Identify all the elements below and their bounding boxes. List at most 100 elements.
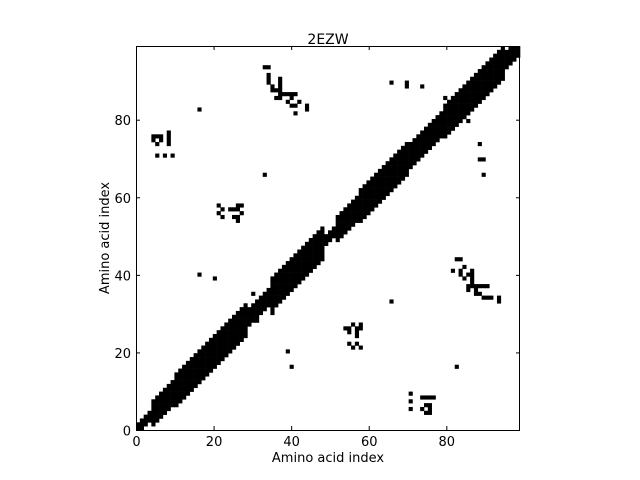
contact-cell	[489, 84, 494, 89]
contact-cell	[155, 153, 160, 158]
x-tick-label: 0	[132, 435, 140, 450]
contact-cell	[208, 353, 214, 358]
contact-cell	[496, 53, 502, 58]
contact-cell	[182, 368, 187, 373]
contact-cell	[178, 380, 183, 385]
contact-cell	[201, 349, 206, 354]
contact-cell	[416, 145, 421, 150]
contact-cell	[270, 307, 275, 312]
contact-cell	[400, 157, 406, 162]
contact-cell	[278, 287, 283, 293]
contact-cell	[224, 330, 229, 335]
contact-cell	[351, 218, 356, 223]
contact-cell	[485, 61, 490, 66]
contact-cell	[354, 203, 360, 208]
contact-cell	[324, 238, 329, 243]
contact-cell	[504, 49, 509, 54]
contact-cell	[220, 345, 225, 350]
contact-cell	[178, 368, 183, 373]
contact-cell	[431, 126, 436, 131]
contact-cell	[477, 157, 482, 162]
contact-cell	[166, 406, 171, 412]
contact-cell	[331, 234, 336, 239]
contact-cell	[331, 230, 336, 235]
contact-cell	[293, 268, 298, 273]
contact-cell	[443, 130, 448, 135]
contact-cell	[178, 383, 183, 389]
contact-cell	[404, 149, 409, 154]
contact-cell	[335, 234, 340, 239]
contact-cell	[220, 214, 225, 220]
contact-cell	[493, 61, 498, 66]
contact-cell	[147, 414, 152, 419]
contact-cell	[270, 276, 275, 281]
contact-cell	[193, 368, 198, 373]
contact-cell	[285, 272, 290, 277]
plot-area	[136, 46, 521, 431]
contact-cell	[466, 103, 471, 108]
contact-cell	[358, 195, 363, 200]
contact-cell	[151, 399, 156, 404]
contact-cell	[205, 345, 210, 350]
contact-cell	[400, 168, 406, 174]
contact-cell	[239, 211, 244, 216]
contact-cell	[470, 80, 475, 85]
contact-cell	[212, 334, 217, 339]
contact-cell	[228, 322, 233, 327]
contact-cell	[458, 88, 463, 93]
contact-cell	[262, 172, 267, 177]
contact-cell	[443, 103, 448, 108]
contact-cell	[420, 134, 425, 139]
contact-cell	[289, 103, 294, 108]
contact-cell	[235, 318, 240, 323]
contact-cell	[466, 80, 471, 85]
contact-cell	[143, 418, 148, 423]
contact-cell	[232, 318, 237, 323]
contact-cell	[182, 387, 187, 392]
contact-cell	[335, 226, 340, 231]
contact-cell	[358, 203, 363, 208]
contact-cell	[473, 103, 479, 108]
contact-cell	[232, 314, 237, 319]
contact-cell	[447, 115, 452, 120]
contact-cell	[424, 410, 429, 415]
contact-cell	[347, 226, 352, 231]
contact-cell	[278, 299, 283, 304]
contact-cell	[389, 172, 394, 177]
contact-cell	[289, 261, 294, 266]
contact-cell	[389, 176, 394, 181]
contact-cell	[351, 211, 356, 216]
contact-cell	[220, 357, 225, 362]
contact-cell	[151, 410, 156, 415]
contact-cell	[420, 406, 425, 412]
contact-cell	[424, 395, 429, 400]
contact-cell	[216, 360, 221, 366]
contact-cell	[408, 161, 413, 166]
contact-cell	[274, 280, 279, 285]
contact-cell	[397, 180, 402, 185]
contact-cell	[193, 383, 198, 389]
contact-cell	[493, 72, 498, 78]
contact-cell	[473, 92, 479, 97]
contact-cell	[354, 218, 360, 223]
contact-cell	[285, 276, 290, 281]
contact-cell	[251, 307, 256, 312]
contact-cell	[262, 303, 267, 308]
contact-cell	[362, 211, 367, 216]
contact-cell	[385, 176, 390, 181]
contact-cell	[473, 284, 479, 289]
contact-cell	[304, 261, 310, 266]
contact-cell	[381, 180, 386, 185]
contact-cell	[270, 284, 275, 289]
contact-cell	[370, 199, 375, 204]
contact-cell	[366, 195, 371, 200]
contact-cell	[431, 130, 436, 135]
contact-cell	[174, 387, 179, 392]
contact-cell	[301, 257, 306, 262]
contact-cell	[278, 276, 283, 281]
contact-cell	[166, 130, 171, 135]
contact-cell	[170, 387, 175, 392]
contact-cell	[247, 318, 252, 323]
contact-cell	[408, 157, 413, 162]
contact-cell	[232, 207, 237, 212]
